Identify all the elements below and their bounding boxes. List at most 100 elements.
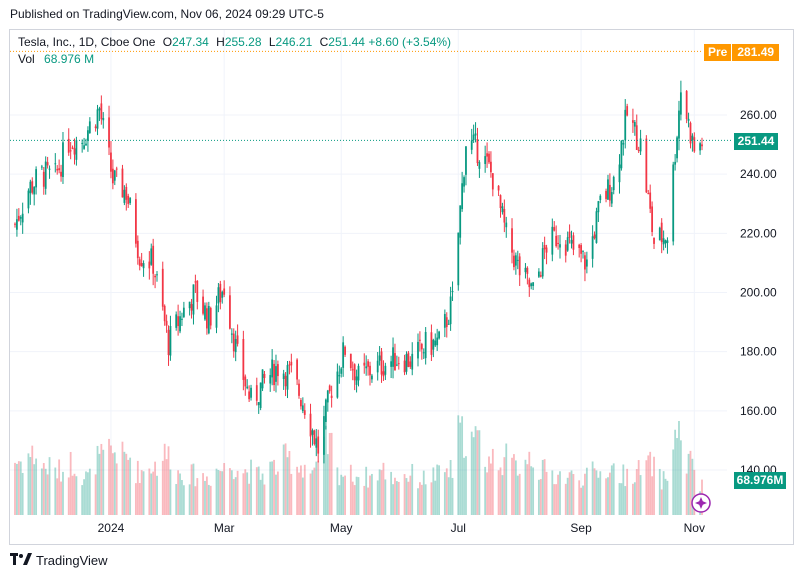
volume-bar bbox=[676, 438, 678, 515]
volume-bar bbox=[75, 476, 78, 515]
volume-bar bbox=[585, 467, 588, 515]
volume-bar bbox=[528, 451, 531, 515]
volume-bar bbox=[349, 464, 352, 515]
volume-bar bbox=[85, 471, 87, 515]
candle-body bbox=[637, 150, 640, 152]
volume-bar bbox=[511, 457, 513, 515]
volume-bar bbox=[344, 475, 346, 515]
candle-body bbox=[407, 352, 410, 367]
volume-bar bbox=[259, 479, 262, 515]
volume-bar bbox=[167, 446, 170, 515]
high-label: H bbox=[216, 35, 225, 49]
volume-bar bbox=[365, 466, 368, 515]
candle-body bbox=[676, 137, 678, 159]
candle-body bbox=[263, 373, 266, 378]
candle-body bbox=[169, 326, 172, 356]
volume-bar bbox=[17, 461, 20, 515]
volume-bar bbox=[392, 484, 394, 515]
candle-body bbox=[96, 109, 99, 129]
candle-body bbox=[449, 296, 452, 325]
volume-bar bbox=[422, 470, 425, 515]
candle-body bbox=[513, 255, 515, 268]
volume-bar bbox=[271, 461, 274, 515]
volume-bar bbox=[514, 460, 517, 515]
volume-bar bbox=[622, 464, 625, 515]
volume-bar bbox=[472, 437, 475, 515]
volume-bar bbox=[449, 460, 452, 515]
x-tick-label: Mar bbox=[214, 521, 235, 535]
volume-bar bbox=[403, 474, 406, 515]
volume-bar bbox=[31, 445, 34, 515]
volume-bar bbox=[537, 479, 540, 515]
candle-body bbox=[432, 339, 435, 350]
candle-body bbox=[578, 244, 581, 248]
volume-bar bbox=[136, 460, 139, 515]
volume-bars bbox=[14, 415, 703, 515]
volume-bar bbox=[395, 481, 398, 515]
candle-body bbox=[369, 365, 371, 376]
candle-body bbox=[257, 402, 260, 406]
volume-bar bbox=[35, 458, 38, 515]
volume-bar bbox=[44, 468, 47, 515]
x-tick-label: 2024 bbox=[98, 521, 125, 535]
volume-bar bbox=[148, 468, 151, 515]
volume-bar bbox=[369, 475, 371, 515]
volume-bar bbox=[559, 471, 561, 515]
candle-body bbox=[100, 103, 103, 120]
candle-body bbox=[154, 275, 156, 278]
volume-bar bbox=[685, 473, 688, 515]
candle-body bbox=[175, 314, 178, 328]
candle-body bbox=[204, 305, 206, 320]
replay-button[interactable] bbox=[691, 493, 711, 513]
volume-bar bbox=[163, 443, 166, 515]
candle-body bbox=[161, 268, 164, 307]
volume-bar bbox=[324, 425, 327, 515]
candle-body bbox=[397, 363, 400, 365]
candle-body bbox=[136, 240, 139, 259]
high-value: 255.28 bbox=[224, 35, 262, 49]
x-tick-label: May bbox=[330, 521, 353, 535]
volume-bar bbox=[380, 470, 383, 515]
candle-body bbox=[672, 164, 675, 242]
candle-body bbox=[537, 271, 540, 277]
volume-bar bbox=[88, 468, 91, 515]
volume-bar bbox=[599, 471, 602, 515]
candle-body bbox=[315, 438, 318, 448]
volume-bar bbox=[16, 463, 18, 515]
candle-body bbox=[288, 364, 291, 366]
candle-body bbox=[699, 143, 701, 151]
candle-body bbox=[678, 110, 680, 139]
chart-frame bbox=[9, 29, 794, 545]
candle-body bbox=[165, 320, 168, 326]
candle-body bbox=[394, 353, 396, 371]
candle-body bbox=[417, 341, 419, 359]
candle-body bbox=[624, 109, 627, 141]
candle-body bbox=[156, 274, 158, 276]
volume-bar bbox=[607, 477, 609, 515]
candle-body bbox=[150, 248, 153, 265]
volume-bar bbox=[230, 470, 233, 515]
candle-body bbox=[355, 376, 358, 385]
volume-bar bbox=[315, 461, 318, 515]
candle-body bbox=[645, 138, 648, 193]
volume-bar bbox=[100, 443, 103, 515]
volume-bar bbox=[584, 473, 586, 515]
candle-body bbox=[503, 209, 506, 223]
volume-bar bbox=[169, 469, 172, 515]
y-tick-label: 260.00 bbox=[740, 108, 777, 122]
volume-bar bbox=[363, 485, 366, 515]
candle-body bbox=[196, 280, 199, 302]
candle-body bbox=[436, 337, 439, 346]
volume-bar bbox=[336, 467, 339, 515]
candle-body bbox=[484, 156, 487, 164]
volume-bar bbox=[394, 477, 396, 515]
volume-bar bbox=[501, 475, 504, 515]
candle-body bbox=[29, 181, 32, 194]
volume-bar bbox=[111, 453, 114, 515]
candle-body bbox=[250, 387, 252, 398]
candle-body bbox=[255, 385, 258, 401]
candle-body bbox=[376, 360, 379, 373]
volume-bar bbox=[530, 466, 533, 515]
tradingview-brand[interactable]: TradingView bbox=[10, 552, 108, 568]
